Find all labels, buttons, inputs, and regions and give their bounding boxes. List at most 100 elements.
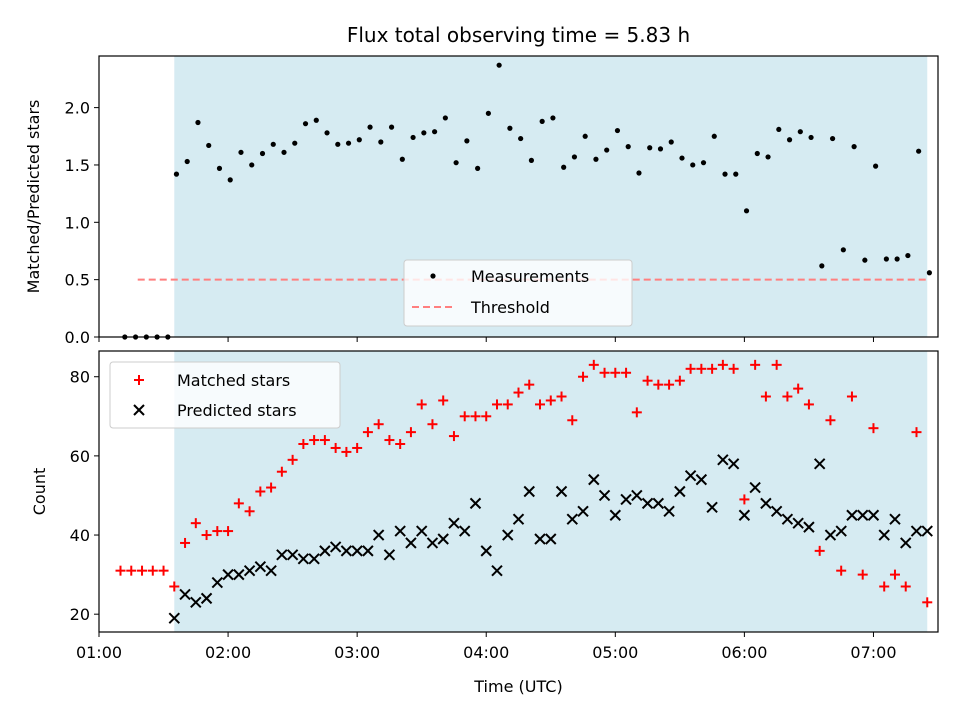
predicted-star-point xyxy=(222,568,234,581)
predicted-star-point xyxy=(286,549,299,561)
matched-star-point xyxy=(115,565,126,576)
cross-marker-b xyxy=(329,541,342,553)
predicted-star-point xyxy=(545,533,557,545)
measurement-point xyxy=(335,141,341,147)
measurement-point xyxy=(625,144,631,150)
predicted-star-point xyxy=(340,545,353,557)
matched-star-point xyxy=(395,439,406,450)
matched-star-point xyxy=(244,506,255,517)
cross-marker-b xyxy=(577,505,589,517)
predicted-star-point xyxy=(738,509,751,521)
matched-star-point xyxy=(814,545,825,556)
matched-star-point xyxy=(416,399,427,410)
predicted-star-point xyxy=(813,458,826,470)
y-tick-label: 1.0 xyxy=(65,213,90,232)
measurement-point xyxy=(216,165,223,171)
predicted-star-point xyxy=(609,509,622,521)
cross-marker-b xyxy=(437,533,449,545)
matched-star-point xyxy=(674,375,685,386)
matched-star-point xyxy=(470,411,481,422)
cross-marker-b xyxy=(792,517,804,529)
cross-marker-b xyxy=(555,485,568,498)
matched-star-point xyxy=(405,427,416,438)
cross-marker-b xyxy=(717,454,729,466)
measurement-point xyxy=(657,146,664,152)
matched-star-point xyxy=(137,565,148,576)
predicted-star-point xyxy=(598,489,611,502)
cross-marker-b xyxy=(502,529,514,541)
cross-marker-b xyxy=(448,517,460,529)
cross-marker-b xyxy=(491,564,503,577)
measurement-point xyxy=(819,263,825,269)
matched-star-point xyxy=(879,581,890,592)
matched-star-point xyxy=(922,597,933,608)
cross-marker-b xyxy=(598,489,611,502)
predicted-star-point xyxy=(566,513,578,525)
cross-marker-b xyxy=(588,473,600,486)
predicted-star-point xyxy=(824,529,837,541)
predicted-star-point xyxy=(297,553,310,565)
matched-star-point xyxy=(599,367,610,378)
measurement-point xyxy=(324,130,330,136)
matched-star-point xyxy=(233,498,244,509)
predicted-star-point xyxy=(620,493,632,506)
predicted-star-point xyxy=(727,458,740,470)
measurement-point xyxy=(270,141,276,147)
predicted-star-point xyxy=(276,549,288,561)
matched-star-point xyxy=(212,526,223,537)
measurement-point xyxy=(238,149,244,155)
matched-star-point xyxy=(287,454,298,465)
predicted-star-point xyxy=(900,537,912,549)
matched-star-point xyxy=(223,526,234,537)
predicted-star-point xyxy=(405,537,417,549)
matched-star-point xyxy=(524,379,535,390)
predicted-star-point xyxy=(394,525,406,537)
measurement-point xyxy=(797,129,803,135)
measurements-series xyxy=(122,62,932,340)
predicted-star-point xyxy=(792,517,804,529)
cross-marker-b xyxy=(781,513,794,525)
predicted-star-point xyxy=(534,533,546,545)
matched-star-point xyxy=(567,415,578,426)
predicted-star-point xyxy=(781,513,794,525)
measurement-point xyxy=(614,127,621,134)
measurement-point xyxy=(840,247,846,253)
matched-star-point xyxy=(653,379,664,390)
top-legend: Measurements Threshold xyxy=(403,259,633,327)
top-x-ticks xyxy=(98,337,874,342)
cross-marker-b xyxy=(276,549,288,561)
x-tick-label: 04:00 xyxy=(463,643,509,662)
matched-star-point xyxy=(438,395,449,406)
x-tick-label: 07:00 xyxy=(850,643,896,662)
measurement-point xyxy=(173,171,180,177)
predicted-star-point xyxy=(760,497,772,510)
measurement-point xyxy=(399,156,405,162)
measurement-point xyxy=(539,118,545,124)
matched-star-point xyxy=(803,399,814,410)
x-tick-label: 03:00 xyxy=(334,643,380,662)
top-legend-box xyxy=(403,259,633,327)
predicted-star-point xyxy=(254,560,267,573)
matched-star-point xyxy=(911,427,922,438)
bottom-legend: Matched stars Predicted stars xyxy=(109,361,341,429)
cross-marker-b xyxy=(394,525,406,537)
measurement-point xyxy=(259,150,266,157)
predicted-star-point xyxy=(233,568,245,581)
matched-star-point xyxy=(266,482,277,493)
cross-marker-b xyxy=(351,545,363,557)
bottom-y-ticks: 20 40 60 80 xyxy=(70,368,99,624)
measurement-point xyxy=(453,160,459,166)
predicted-star-point xyxy=(480,545,492,557)
cross-marker-b xyxy=(415,525,428,537)
measurement-point xyxy=(281,149,287,155)
predicted-star-point xyxy=(577,505,589,517)
predicted-star-point xyxy=(351,545,363,557)
bottom-axes-frame xyxy=(98,350,939,633)
predicted-star-point xyxy=(190,596,202,609)
threshold-legend-label: Threshold xyxy=(470,298,550,317)
matched-star-point xyxy=(771,359,782,370)
predicted-star-point xyxy=(555,485,568,498)
cross-marker-b xyxy=(222,568,234,581)
x-tick-label: 06:00 xyxy=(721,643,767,662)
cross-marker-b xyxy=(319,545,331,557)
